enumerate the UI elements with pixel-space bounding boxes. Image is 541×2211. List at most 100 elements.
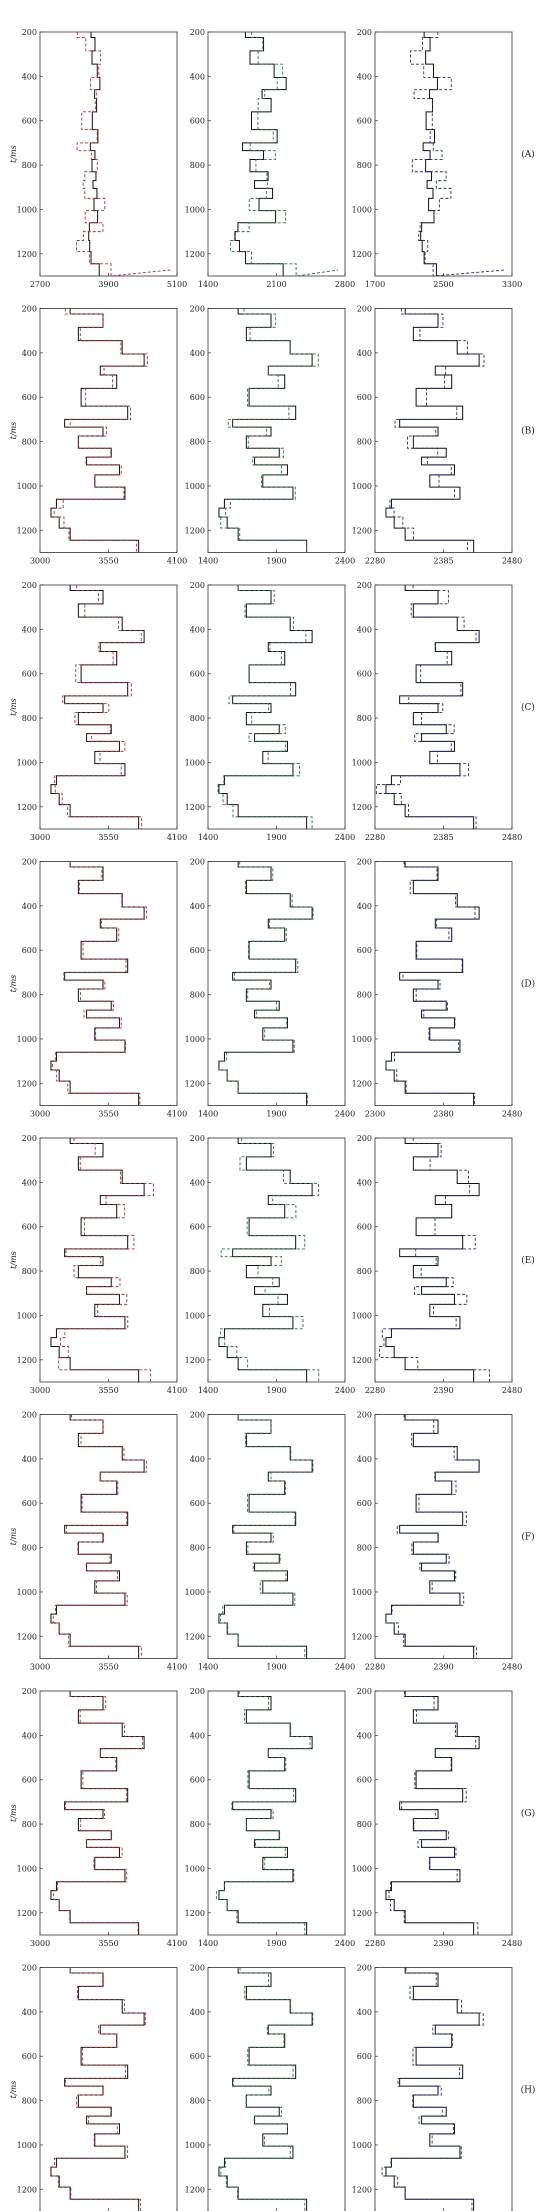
x-tick-label: 3900 bbox=[98, 280, 118, 289]
true-model-curve bbox=[385, 1414, 480, 1659]
y-axis-label: t/ms bbox=[9, 698, 18, 716]
y-tick-label: 1200 bbox=[185, 250, 205, 259]
y-tick-label: 1200 bbox=[17, 1356, 37, 1365]
inversion-curve bbox=[53, 308, 148, 553]
x-tick-label: 2400 bbox=[335, 1663, 355, 1672]
x-tick-label: 1700 bbox=[365, 280, 385, 289]
true-model-curve bbox=[50, 861, 145, 1106]
y-tick-label: 200 bbox=[22, 1411, 37, 1420]
x-tick-label: 3550 bbox=[98, 557, 118, 566]
true-model-curve bbox=[50, 1967, 145, 2211]
x-tick-label: 2400 bbox=[335, 557, 355, 566]
x-tick-label: 1400 bbox=[198, 1110, 218, 1119]
y-tick-label: 200 bbox=[190, 1134, 205, 1143]
x-tick-label: 2385 bbox=[433, 833, 453, 842]
y-tick-label: 200 bbox=[357, 1964, 372, 1973]
x-tick-label: 2280 bbox=[365, 833, 385, 842]
inversion-curve bbox=[381, 1967, 484, 2211]
y-tick-label: 1200 bbox=[185, 1356, 205, 1365]
y-tick-label: 800 bbox=[190, 438, 205, 447]
true-model-curve bbox=[385, 861, 480, 1106]
panel-frame bbox=[374, 861, 513, 1106]
y-tick-label: 600 bbox=[190, 946, 205, 955]
y-tick-label: 1200 bbox=[352, 1079, 372, 1088]
y-tick-label: 1000 bbox=[185, 1311, 205, 1320]
y-tick-label: 600 bbox=[22, 946, 37, 955]
y-tick-label: 800 bbox=[190, 161, 205, 170]
y-tick-label: 200 bbox=[22, 305, 37, 314]
y-tick-label: 200 bbox=[22, 1687, 37, 1696]
y-axis-label: t/ms bbox=[9, 2081, 18, 2099]
y-tick-label: 1000 bbox=[352, 758, 372, 767]
panel-frame bbox=[374, 1967, 513, 2211]
y-axis-label: t/ms bbox=[9, 1804, 18, 1822]
x-tick-label: 2280 bbox=[365, 1386, 385, 1395]
inversion-curve bbox=[230, 32, 339, 277]
true-model-curve bbox=[218, 1138, 313, 1382]
y-tick-label: 1200 bbox=[185, 1079, 205, 1088]
y-tick-label: 1200 bbox=[17, 1632, 37, 1641]
true-model-curve bbox=[385, 1967, 480, 2211]
y-tick-label: 1200 bbox=[17, 2185, 37, 2194]
x-tick-label: 2400 bbox=[335, 1386, 355, 1395]
y-tick-label: 600 bbox=[190, 670, 205, 679]
panel-frame bbox=[39, 861, 178, 1106]
y-tick-label: 200 bbox=[357, 305, 372, 314]
true-model-curve bbox=[50, 1691, 145, 1935]
x-tick-label: 1400 bbox=[198, 1663, 218, 1672]
y-tick-label: 200 bbox=[22, 28, 37, 37]
y-tick-label: 1200 bbox=[185, 526, 205, 535]
y-tick-label: 600 bbox=[357, 117, 372, 126]
true-model-curve bbox=[50, 308, 145, 553]
x-tick-label: 1400 bbox=[198, 557, 218, 566]
y-tick-label: 400 bbox=[22, 1731, 37, 1740]
y-tick-label: 400 bbox=[190, 1178, 205, 1187]
x-tick-label: 2280 bbox=[365, 1663, 385, 1672]
y-tick-label: 600 bbox=[357, 946, 372, 955]
y-tick-label: 1200 bbox=[352, 250, 372, 259]
y-tick-label: 800 bbox=[22, 714, 37, 723]
y-tick-label: 600 bbox=[22, 393, 37, 402]
inversion-curve bbox=[379, 1138, 490, 1382]
y-tick-label: 1200 bbox=[185, 1909, 205, 1918]
panel-frame bbox=[374, 1690, 513, 1936]
y-tick-label: 200 bbox=[357, 1134, 372, 1143]
y-tick-label: 400 bbox=[357, 349, 372, 358]
y-tick-label: 400 bbox=[190, 625, 205, 634]
y-tick-label: 800 bbox=[357, 1267, 372, 1276]
x-tick-label: 2390 bbox=[433, 1386, 453, 1395]
y-tick-label: 800 bbox=[357, 1544, 372, 1553]
inversion-curve bbox=[219, 1414, 314, 1659]
true-model-curve bbox=[218, 308, 313, 553]
x-tick-label: 2480 bbox=[502, 1386, 522, 1395]
x-tick-label: 2480 bbox=[502, 833, 522, 842]
x-tick-label: 3000 bbox=[30, 1110, 50, 1119]
y-tick-label: 800 bbox=[357, 2097, 372, 2106]
x-tick-label: 2390 bbox=[433, 1939, 453, 1948]
x-tick-label: 2280 bbox=[365, 1939, 385, 1948]
y-tick-label: 400 bbox=[357, 1455, 372, 1464]
true-model-curve bbox=[218, 1691, 313, 1935]
panel-frame bbox=[374, 584, 513, 830]
y-tick-label: 400 bbox=[357, 72, 372, 81]
panel-frame bbox=[39, 1414, 178, 1659]
y-tick-label: 600 bbox=[357, 1223, 372, 1232]
x-tick-label: 3550 bbox=[98, 1386, 118, 1395]
y-tick-label: 200 bbox=[190, 858, 205, 867]
y-tick-label: 600 bbox=[190, 1776, 205, 1785]
y-tick-label: 200 bbox=[357, 1687, 372, 1696]
true-model-curve bbox=[50, 585, 145, 829]
inversion-curve bbox=[409, 32, 506, 277]
x-tick-label: 2700 bbox=[30, 280, 50, 289]
y-tick-label: 1200 bbox=[352, 526, 372, 535]
x-tick-label: 1400 bbox=[198, 280, 218, 289]
y-tick-label: 800 bbox=[22, 1544, 37, 1553]
y-tick-label: 1000 bbox=[352, 2141, 372, 2150]
y-tick-label: 1200 bbox=[17, 803, 37, 812]
inversion-curve bbox=[58, 1138, 154, 1382]
y-tick-label: 600 bbox=[22, 1223, 37, 1232]
y-tick-label: 200 bbox=[357, 28, 372, 37]
inversion-curve bbox=[389, 308, 485, 553]
x-tick-label: 4100 bbox=[167, 833, 187, 842]
